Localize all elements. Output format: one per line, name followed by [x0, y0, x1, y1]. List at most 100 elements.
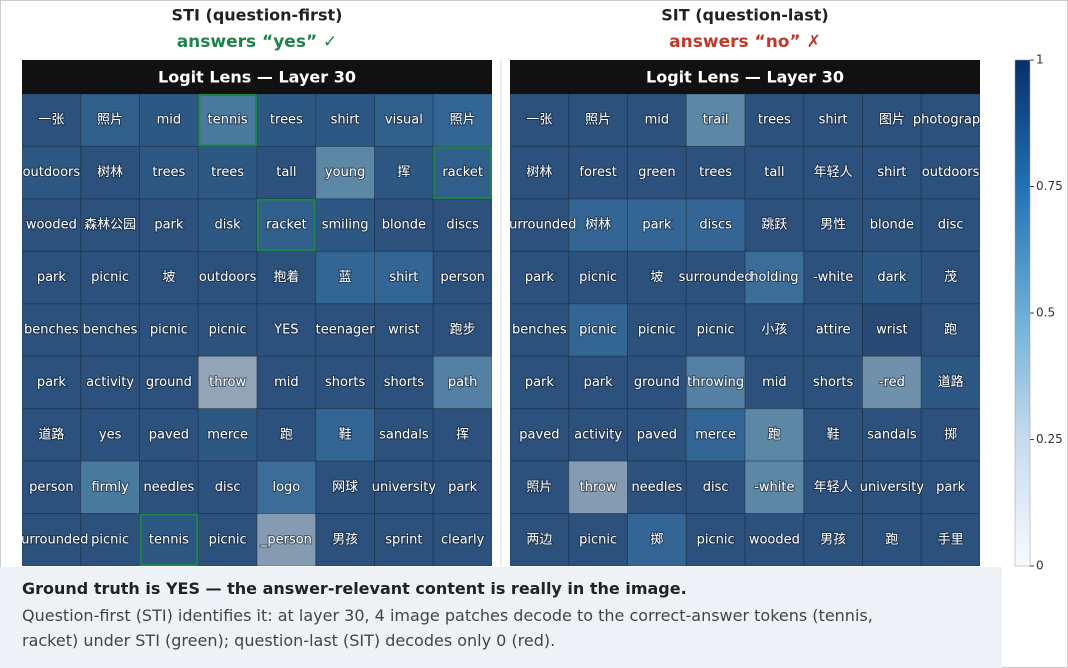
cell: [139, 250, 199, 305]
token: firmly: [91, 480, 129, 495]
token: outdoors: [23, 165, 81, 180]
token: needles: [631, 480, 682, 495]
cell: [920, 460, 980, 515]
cell: [374, 460, 434, 515]
cell: [627, 408, 687, 462]
token: merce: [207, 427, 248, 442]
token: picnic: [150, 323, 188, 338]
token: 男孩: [820, 532, 846, 547]
cell: [256, 408, 317, 462]
token: surrounded: [679, 270, 753, 285]
cell: [80, 513, 140, 566]
cell: [315, 408, 375, 462]
token: holding: [750, 270, 798, 285]
cell: [568, 355, 628, 410]
panel-title: Logit Lens — Layer 30: [646, 68, 844, 87]
token: mid: [645, 113, 670, 128]
token: trees: [211, 165, 244, 180]
cell: [432, 198, 492, 252]
token: disc: [215, 480, 241, 495]
token: 森林公园: [84, 218, 136, 233]
cell: [374, 513, 434, 566]
token: dark: [877, 270, 907, 285]
token: sandals: [867, 427, 917, 442]
token: trail: [703, 113, 729, 128]
token: park: [584, 375, 614, 390]
cell: [803, 94, 863, 147]
caption-body: Question-first (STI) identifies it: at l…: [22, 606, 873, 650]
panel-title: Logit Lens — Layer 30: [158, 68, 356, 87]
panel-title-bar: [22, 60, 492, 94]
cell: [22, 303, 82, 357]
cell: [803, 250, 863, 305]
token: 坡: [650, 270, 663, 285]
token: YES: [273, 323, 298, 338]
cell: [627, 513, 687, 566]
token: attire: [816, 323, 851, 338]
token: picnic: [697, 323, 735, 338]
cell: [744, 303, 805, 357]
token: 跑: [944, 323, 957, 338]
token: 道路: [38, 426, 64, 442]
cell: [80, 198, 140, 252]
token: 照片: [450, 113, 476, 128]
token: 抱着: [273, 269, 299, 285]
cell: [568, 303, 628, 357]
cell: [139, 198, 199, 252]
token: 蓝: [339, 270, 352, 285]
colorbar-tick-label: 0.75: [1036, 179, 1063, 193]
token: benches: [512, 323, 567, 338]
token: shirt: [819, 113, 848, 128]
caption: Ground truth is YES — the answer-relevan…: [0, 567, 1002, 668]
panel-title-bar: [510, 60, 980, 94]
cell: [80, 303, 140, 357]
cell: [80, 355, 140, 410]
token: _person: [260, 532, 312, 547]
answer-label: answers “yes” ✓: [177, 32, 338, 52]
token: photograph: [913, 113, 989, 128]
token: -white: [754, 480, 794, 495]
token: picnic: [91, 270, 129, 285]
token: 道路: [938, 374, 964, 390]
token: mid: [274, 375, 299, 390]
cell: [432, 513, 492, 566]
cell: [374, 408, 434, 462]
token: 掷: [944, 427, 957, 442]
cell: [685, 303, 746, 357]
cell: [256, 303, 317, 357]
cell: [80, 250, 140, 305]
token: young: [325, 165, 365, 180]
cell: [685, 250, 746, 305]
token: disc: [703, 480, 729, 495]
cell: [139, 408, 199, 462]
token: throwing: [687, 375, 744, 390]
token: 跳跃: [761, 218, 787, 233]
token: throw: [209, 375, 246, 390]
token: 跑: [885, 532, 898, 547]
token: mid: [762, 375, 787, 390]
cell: [197, 460, 258, 515]
token: racket: [266, 218, 307, 233]
cell: [374, 303, 434, 357]
cell: [256, 513, 317, 566]
cell: [568, 250, 628, 305]
answer-label: answers “no” ✗: [669, 32, 821, 52]
caption-heading: Ground truth is YES — the answer-relevan…: [22, 579, 687, 598]
token: university: [372, 480, 437, 495]
token: person: [29, 480, 74, 495]
cell: [744, 250, 805, 305]
token: wrist: [876, 323, 907, 338]
cell: [22, 513, 82, 566]
cell: [139, 355, 199, 410]
cell: [80, 408, 140, 462]
token: trees: [152, 165, 185, 180]
cell: [315, 303, 375, 357]
token: clearly: [441, 532, 485, 547]
token: throw: [580, 480, 617, 495]
token: university: [860, 480, 925, 495]
cell: [139, 145, 199, 200]
token: tall: [764, 165, 784, 180]
token: forest: [579, 165, 616, 180]
token: 照片: [585, 113, 611, 128]
